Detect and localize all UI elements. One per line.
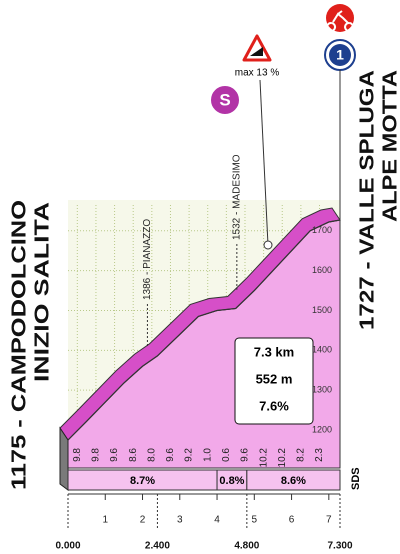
gradient-label: 0.6 [221, 448, 232, 462]
climb-icon [326, 4, 354, 32]
x-tick-label: 7 [326, 515, 332, 526]
y-tick-label: 1600 [312, 265, 332, 275]
y-tick-label: 1200 [312, 424, 332, 434]
gradient-label: 9.6 [109, 448, 120, 462]
gradient-label: 9.6 [165, 448, 176, 462]
summary-distance: 7.3 km [254, 344, 294, 359]
start-label: 1175 - CAMPODOLCINO [8, 200, 30, 490]
stage-number: 1 [336, 47, 344, 63]
segment-label: 8.6% [281, 475, 306, 487]
x-tick-label: 5 [252, 515, 258, 526]
cyclist-icon [326, 10, 355, 32]
y-tick-label: 1500 [312, 305, 332, 315]
gradient-label: 9.8 [72, 448, 83, 462]
gradient-label: 9.6 [240, 448, 251, 462]
segment [246, 469, 341, 491]
gradient-label: 10.2 [277, 448, 288, 468]
gradient-label: 1.0 [202, 448, 213, 462]
point-label: 1532 - MADESIMO [231, 154, 242, 240]
x-tick-label: 6 [289, 515, 295, 526]
max-gradient-point [263, 240, 273, 250]
gradient-label: 8.2 [296, 448, 307, 462]
segment-label: 0.8% [219, 475, 244, 487]
max-gradient: max 13 % [235, 68, 280, 79]
km-label: 0.000 [55, 541, 80, 552]
summary-elevation: 552 m [256, 371, 293, 386]
y-tick-label: 1700 [312, 225, 332, 235]
gradient-label: 2.3 [314, 448, 325, 462]
gradient-label: 9.8 [91, 448, 102, 462]
finish-label: ALPE MOTTA [379, 70, 400, 222]
area-line [67, 219, 341, 441]
gradient-label: 9.2 [184, 448, 195, 462]
km-label: 2.400 [145, 541, 170, 552]
x-tick-label: 3 [177, 515, 183, 526]
summary-gradient: 7.6% [259, 398, 289, 413]
gradient-warning-slope [250, 47, 263, 56]
x-tick-label: 1 [102, 515, 108, 526]
x-tick-label: 2 [140, 515, 146, 526]
finish-label: 1727 - VALLE SPLUGA [356, 70, 378, 330]
gradient-label: 8.0 [146, 448, 157, 462]
summary-box [234, 337, 314, 425]
km-label: 4.800 [234, 541, 259, 552]
gradient-warning [242, 34, 272, 62]
footer: SDS [350, 467, 362, 490]
stage-icon-inner [329, 44, 351, 66]
gradient-label: 8.6 [128, 448, 139, 462]
start-wall [59, 426, 69, 491]
sprint-letter: S [219, 90, 230, 109]
start-label: INIZIO SALITA [31, 202, 53, 382]
segment-label: 8.7% [130, 475, 155, 487]
gradient-label: 10.2 [258, 448, 269, 468]
y-tick-label: 1400 [312, 345, 332, 355]
y-tick-label: 1300 [312, 385, 332, 395]
point-label: 1386 - PIANAZZO [142, 219, 153, 300]
km-label: 7.300 [327, 541, 352, 552]
x-tick-label: 4 [214, 515, 220, 526]
max-gradient-line [259, 79, 269, 246]
sprint-icon [209, 84, 241, 116]
